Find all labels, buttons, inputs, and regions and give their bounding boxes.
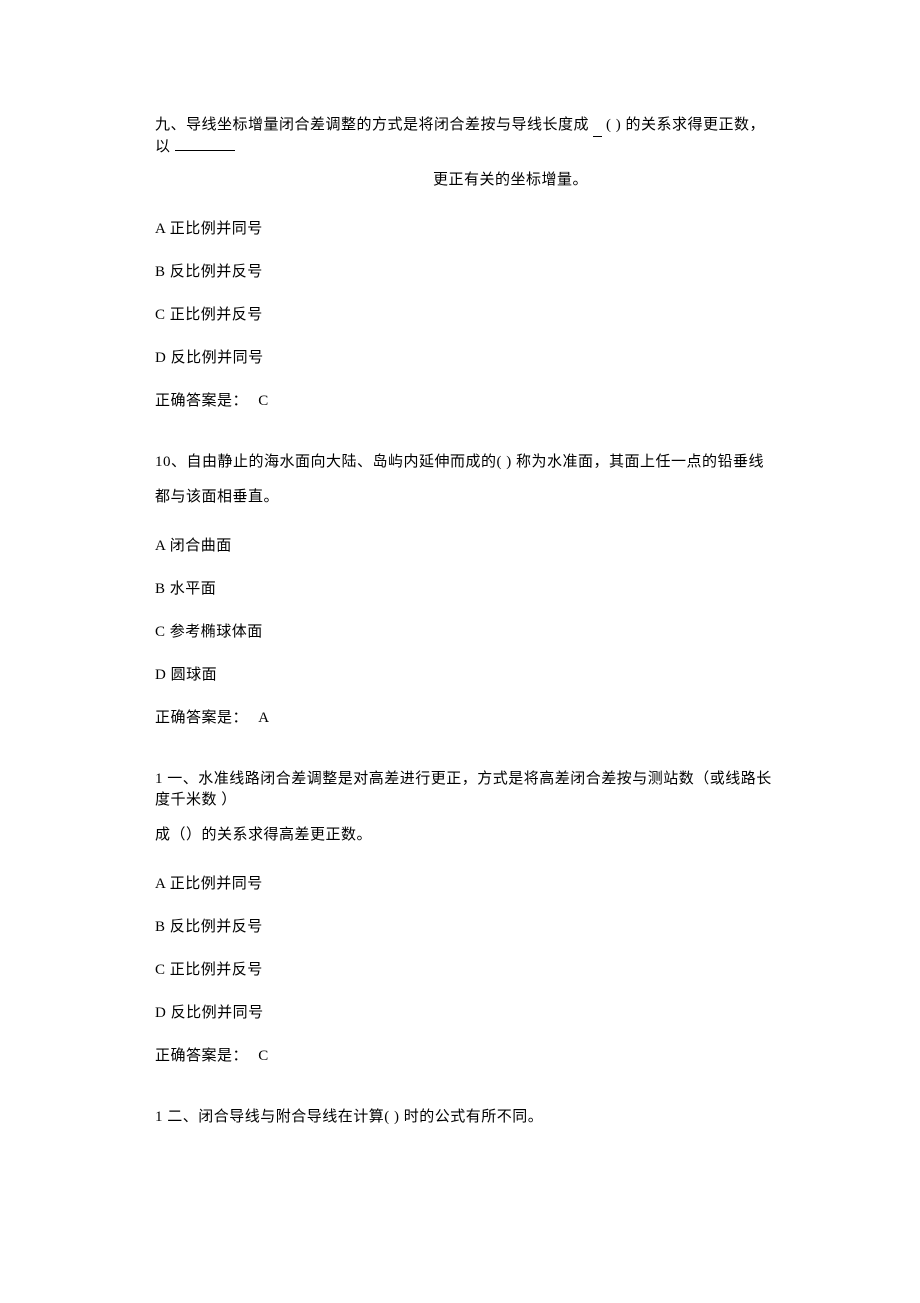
answer-label: 正确答案是： <box>155 1048 248 1064</box>
options-list: A 闭合曲面 B 水平面 C 参考椭球体面 D 圆球面 <box>155 536 780 686</box>
question-11: 1 一、水准线路闭合差调整是对高差进行更正，方式是将高差闭合差按与测站数（或线路… <box>155 769 780 1067</box>
question-stem: 10、自由静止的海水面向大陆、岛屿内延伸而成的( ) 称为水准面，其面上任一点的… <box>155 452 780 508</box>
blank-underline <box>593 115 602 137</box>
option-a: A 正比例并同号 <box>155 874 780 895</box>
option-b: B 反比例并反号 <box>155 917 780 938</box>
blank-underline-long <box>175 150 235 151</box>
stem-line-1: 九、导线坐标增量闭合差调整的方式是将闭合差按与导线长度成 ( ) 的关系求得更正… <box>155 115 780 158</box>
option-c: C 正比例并反号 <box>155 305 780 326</box>
option-b: B 水平面 <box>155 579 780 600</box>
stem-text-a: 九、导线坐标增量闭合差调整的方式是将闭合差按与导线长度成 <box>155 117 589 133</box>
answer-row: 正确答案是： C <box>155 391 780 412</box>
stem-line-1: 1 二、闭合导线与附合导线在计算( ) 时的公式有所不同。 <box>155 1107 780 1128</box>
question-9: 九、导线坐标增量闭合差调整的方式是将闭合差按与导线长度成 ( ) 的关系求得更正… <box>155 115 780 412</box>
stem-line-1: 10、自由静止的海水面向大陆、岛屿内延伸而成的( ) 称为水准面，其面上任一点的… <box>155 452 780 473</box>
options-list: A 正比例并同号 B 反比例并反号 C 正比例并反号 D 反比例并同号 <box>155 219 780 369</box>
question-12: 1 二、闭合导线与附合导线在计算( ) 时的公式有所不同。 <box>155 1107 780 1128</box>
answer-value: A <box>258 710 269 726</box>
question-stem: 九、导线坐标增量闭合差调整的方式是将闭合差按与导线长度成 ( ) 的关系求得更正… <box>155 115 780 191</box>
stem-line-2: 成（）的关系求得高差更正数。 <box>155 825 780 846</box>
answer-row: 正确答案是： A <box>155 708 780 729</box>
stem-line-1: 1 一、水准线路闭合差调整是对高差进行更正，方式是将高差闭合差按与测站数（或线路… <box>155 769 780 811</box>
question-stem: 1 二、闭合导线与附合导线在计算( ) 时的公式有所不同。 <box>155 1107 780 1128</box>
option-a: A 正比例并同号 <box>155 219 780 240</box>
option-b: B 反比例并反号 <box>155 262 780 283</box>
stem-line-2: 都与该面相垂直。 <box>155 487 780 508</box>
option-a: A 闭合曲面 <box>155 536 780 557</box>
option-c: C 参考椭球体面 <box>155 622 780 643</box>
option-d: D 圆球面 <box>155 665 780 686</box>
answer-label: 正确答案是： <box>155 710 248 726</box>
answer-label: 正确答案是： <box>155 393 248 409</box>
answer-row: 正确答案是： C <box>155 1046 780 1067</box>
options-list: A 正比例并同号 B 反比例并反号 C 正比例并反号 D 反比例并同号 <box>155 874 780 1024</box>
option-d: D 反比例并同号 <box>155 348 780 369</box>
question-stem: 1 一、水准线路闭合差调整是对高差进行更正，方式是将高差闭合差按与测站数（或线路… <box>155 769 780 846</box>
question-10: 10、自由静止的海水面向大陆、岛屿内延伸而成的( ) 称为水准面，其面上任一点的… <box>155 452 780 729</box>
answer-value: C <box>258 393 269 409</box>
option-d: D 反比例并同号 <box>155 1003 780 1024</box>
option-c: C 正比例并反号 <box>155 960 780 981</box>
stem-line-2: 更正有关的坐标增量。 <box>155 170 780 191</box>
answer-value: C <box>258 1048 269 1064</box>
